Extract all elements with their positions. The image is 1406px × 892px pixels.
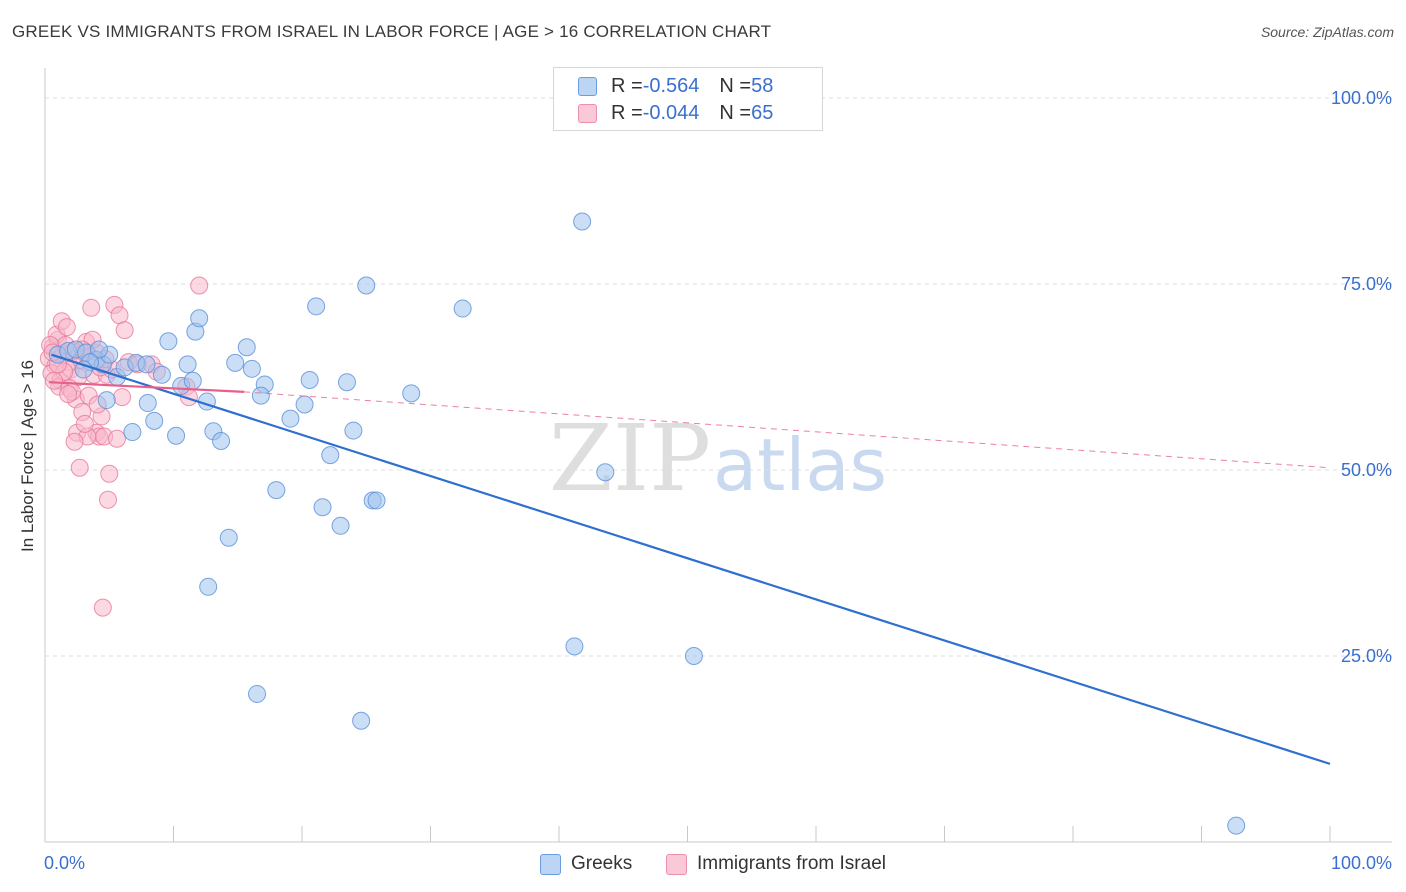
trend-lines <box>48 353 1331 765</box>
bottom-legend-greeks: Greeks <box>540 851 632 877</box>
point-greeks <box>331 516 350 535</box>
point-greeks <box>573 212 592 231</box>
point-israel <box>44 371 63 390</box>
legend-n-value-israel: 65 <box>751 101 774 124</box>
bottom-legend-label-greeks: Greeks <box>571 853 633 874</box>
point-greeks <box>248 684 267 703</box>
axes <box>44 68 1392 843</box>
bottom-legend-swatch-israel <box>666 853 687 875</box>
point-israel <box>57 318 76 337</box>
point-israel <box>190 276 209 295</box>
point-israel <box>100 464 119 483</box>
legend-n-value-greeks: 58 <box>751 74 774 97</box>
point-israel <box>107 429 126 448</box>
grid <box>45 97 1392 657</box>
point-greeks <box>159 332 178 351</box>
point-greeks <box>453 299 472 318</box>
x-tick-label-min: 0.0% <box>44 853 85 873</box>
point-greeks <box>357 276 376 295</box>
point-greeks <box>251 386 270 405</box>
point-israel <box>70 458 89 477</box>
point-greeks <box>226 353 245 372</box>
point-greeks <box>183 371 202 390</box>
watermark-zip: ZIP <box>549 405 711 512</box>
point-greeks <box>212 431 231 450</box>
legend-r-label: R = <box>611 101 643 124</box>
point-greeks <box>367 491 386 510</box>
y-tick-label: 50.0% <box>1341 460 1392 480</box>
chart-source: Source: ZipAtlas.com <box>1260 24 1394 40</box>
point-greeks <box>138 394 157 413</box>
legend-n-label: N = <box>719 74 752 97</box>
series-greeks-points <box>48 212 1246 835</box>
point-greeks <box>152 365 171 384</box>
legend-n-label: N = <box>719 101 752 124</box>
point-greeks <box>190 309 209 328</box>
point-israel <box>65 432 84 451</box>
point-israel <box>113 388 132 407</box>
point-greeks <box>565 637 584 656</box>
watermark: ZIP atlas <box>549 405 887 512</box>
point-greeks <box>596 463 615 482</box>
point-greeks <box>237 338 256 357</box>
point-greeks <box>307 297 326 316</box>
point-greeks <box>145 411 164 430</box>
point-greeks <box>97 391 116 410</box>
point-greeks <box>281 409 300 428</box>
point-greeks <box>344 421 363 440</box>
stats-legend: R = -0.564 N = 58 R = -0.044 N = 65 <box>553 67 823 131</box>
legend-r-label: R = <box>611 74 643 97</box>
point-israel <box>115 321 134 340</box>
point-greeks <box>242 359 261 378</box>
point-israel <box>75 414 94 433</box>
point-israel <box>82 298 101 317</box>
bottom-legend-israel: Immigrants from Israel <box>666 851 886 877</box>
y-tick-label: 25.0% <box>1341 646 1392 666</box>
y-tick-label: 100.0% <box>1331 88 1392 108</box>
point-greeks <box>321 446 340 465</box>
point-israel <box>98 490 117 509</box>
point-greeks <box>178 355 197 374</box>
series-israel-points <box>39 276 209 617</box>
point-greeks <box>352 711 371 730</box>
y-tick-labels: 25.0% 50.0% 75.0% 100.0% <box>1331 88 1392 666</box>
point-greeks <box>137 355 156 374</box>
point-greeks <box>167 426 186 445</box>
legend-r-value-israel: -0.044 <box>642 101 700 124</box>
point-greeks <box>123 423 142 442</box>
point-greeks <box>89 340 108 359</box>
legend-swatch-israel <box>578 103 597 123</box>
y-tick-label: 75.0% <box>1341 274 1392 294</box>
legend-row-greeks: R = -0.564 N = 58 <box>578 74 773 98</box>
point-greeks <box>219 528 238 547</box>
point-israel <box>59 385 78 404</box>
point-israel <box>93 598 112 617</box>
trend-line-greeks <box>51 353 1331 765</box>
point-greeks <box>684 647 703 665</box>
watermark-atlas: atlas <box>713 423 887 507</box>
point-greeks <box>295 395 314 414</box>
point-greeks <box>313 498 332 517</box>
point-greeks <box>300 370 319 389</box>
trend-line-israel-extended <box>244 391 1331 469</box>
legend-swatch-greeks <box>578 76 597 96</box>
point-greeks <box>337 373 356 392</box>
point-greeks <box>199 577 218 596</box>
point-greeks <box>402 384 421 403</box>
legend-row-israel: R = -0.044 N = 65 <box>578 101 773 125</box>
chart-title: GREEK VS IMMIGRANTS FROM ISRAEL IN LABOR… <box>12 22 772 41</box>
trend-line-israel <box>48 381 245 393</box>
point-greeks <box>1227 816 1246 835</box>
point-greeks <box>267 481 286 500</box>
bottom-legend-swatch-greeks <box>540 853 561 875</box>
bottom-legend-label-israel: Immigrants from Israel <box>697 853 886 874</box>
legend-r-value-greeks: -0.564 <box>642 74 700 97</box>
x-tick-label-max: 100.0% <box>1331 853 1392 873</box>
